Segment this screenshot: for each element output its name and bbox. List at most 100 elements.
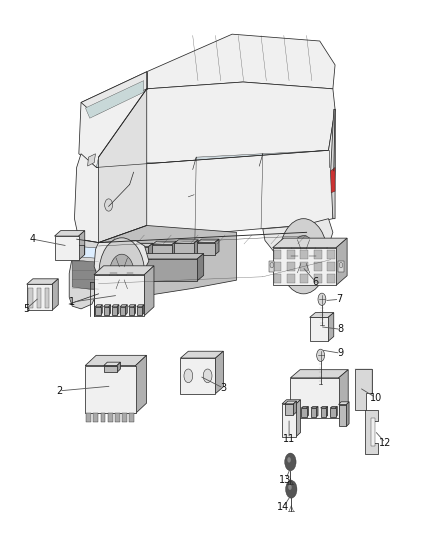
Polygon shape [331,167,335,193]
Bar [338,261,343,272]
Polygon shape [321,408,326,417]
Circle shape [285,453,296,471]
Bar [314,274,322,283]
Polygon shape [310,313,334,318]
Text: 13: 13 [279,475,292,484]
Polygon shape [117,362,120,373]
Polygon shape [124,245,129,264]
Polygon shape [137,307,142,315]
Bar [300,262,308,271]
Bar [269,261,274,272]
Polygon shape [137,305,144,307]
Bar [86,414,91,422]
Circle shape [298,248,309,264]
Polygon shape [88,154,95,166]
Polygon shape [152,241,176,245]
Polygon shape [193,154,263,169]
Bar [314,262,322,271]
Polygon shape [99,89,147,243]
Polygon shape [99,225,237,300]
Circle shape [110,254,134,293]
Polygon shape [127,243,153,247]
Polygon shape [290,370,348,378]
Bar [28,288,33,308]
Circle shape [287,457,291,463]
Polygon shape [272,248,336,285]
Bar [327,262,336,271]
Polygon shape [293,401,297,415]
Polygon shape [215,351,223,393]
Circle shape [317,349,325,361]
Polygon shape [272,238,347,248]
Polygon shape [74,109,335,243]
Text: 14: 14 [277,502,290,512]
Polygon shape [101,305,102,315]
Polygon shape [215,239,219,255]
Polygon shape [297,407,299,417]
Text: 4: 4 [30,234,36,244]
Polygon shape [311,408,316,417]
Polygon shape [301,408,307,417]
Polygon shape [129,307,134,315]
Polygon shape [316,407,318,417]
Circle shape [279,219,328,294]
Polygon shape [94,240,149,286]
Bar [100,414,105,422]
Bar [287,274,295,283]
Polygon shape [172,241,176,259]
Polygon shape [54,231,85,236]
Circle shape [290,236,317,277]
Circle shape [99,238,145,309]
Polygon shape [355,369,372,410]
Polygon shape [112,305,119,307]
Bar [314,251,322,260]
Text: 3: 3 [220,383,226,393]
Polygon shape [321,407,328,408]
Polygon shape [365,410,378,454]
Bar [273,251,281,260]
Text: 1: 1 [69,297,75,307]
Polygon shape [27,279,58,284]
Polygon shape [27,284,52,310]
Circle shape [318,293,326,305]
Polygon shape [292,408,297,417]
Bar [300,251,308,260]
Polygon shape [96,157,196,169]
Bar [108,414,113,422]
Polygon shape [134,305,136,315]
Text: 2: 2 [56,386,62,396]
Bar [273,262,281,271]
Polygon shape [339,405,346,426]
Circle shape [105,199,113,211]
Polygon shape [85,366,136,414]
Text: 8: 8 [338,325,344,334]
Polygon shape [296,400,300,437]
Circle shape [339,262,343,268]
Polygon shape [174,240,198,243]
Polygon shape [54,236,78,260]
Bar [327,251,336,260]
Polygon shape [129,305,136,307]
Polygon shape [328,313,334,341]
Bar [327,274,336,283]
Polygon shape [95,307,101,315]
Polygon shape [120,307,125,315]
Polygon shape [371,418,375,446]
Polygon shape [292,407,299,408]
Polygon shape [311,407,318,408]
Polygon shape [285,401,297,404]
Polygon shape [136,254,204,259]
Polygon shape [197,239,219,243]
Polygon shape [336,238,347,285]
Polygon shape [103,307,109,315]
Circle shape [270,262,273,268]
Polygon shape [69,239,99,309]
Polygon shape [282,404,296,437]
Polygon shape [259,150,328,167]
Text: 10: 10 [370,393,382,403]
Text: 6: 6 [312,277,318,287]
Polygon shape [339,402,349,405]
Bar [287,262,295,271]
Text: 9: 9 [338,348,344,358]
Polygon shape [103,305,110,307]
